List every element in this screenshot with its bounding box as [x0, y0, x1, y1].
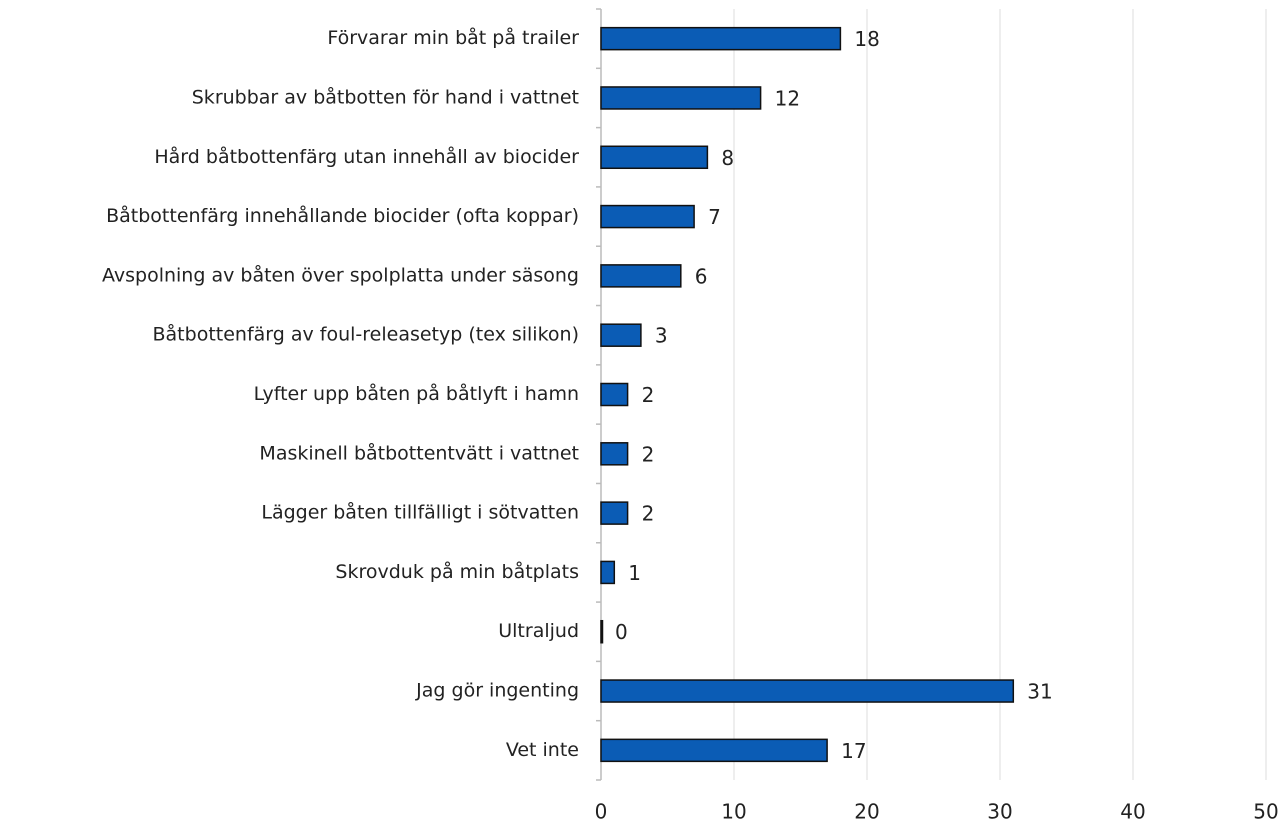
- y-tick-label: Lyfter upp båten på båtlyft i hamn: [254, 382, 579, 405]
- bar: [600, 323, 642, 347]
- y-tick-label: Båtbottenfärg av foul-releasetyp (tex si…: [153, 323, 580, 346]
- bar: [600, 145, 709, 170]
- bar: [600, 501, 629, 525]
- data-label: 7: [708, 205, 721, 229]
- data-label: 17: [841, 739, 866, 763]
- bar: [600, 26, 842, 51]
- x-tick-label: 40: [1120, 800, 1145, 824]
- data-label: 2: [642, 442, 655, 466]
- bar: [600, 204, 695, 229]
- y-tick-label: Hård båtbottenfärg utan innehåll av bioc…: [154, 145, 579, 168]
- x-tick-label: 0: [595, 800, 608, 824]
- data-label: 6: [695, 264, 708, 288]
- y-tick-label: Skrovduk på min båtplats: [335, 560, 579, 583]
- bar: [600, 619, 604, 644]
- y-tick-label: Vet inte: [506, 739, 579, 761]
- bar: [600, 86, 762, 110]
- y-tick-label: Förvarar min båt på trailer: [327, 26, 579, 49]
- bar: [600, 264, 682, 288]
- y-tick-label: Båtbottenfärg innehållande biocider (oft…: [106, 204, 579, 227]
- bar: [600, 442, 629, 466]
- data-label: 1: [628, 561, 641, 585]
- data-label: 31: [1027, 680, 1052, 704]
- data-label: 18: [854, 27, 879, 51]
- y-tick-label: Maskinell båtbottentvätt i vattnet: [259, 441, 579, 464]
- data-label: 2: [642, 502, 655, 526]
- bar: [600, 679, 1015, 703]
- y-tick-label: Lägger båten tillfälligt i sötvatten: [261, 501, 579, 524]
- data-label: 3: [655, 324, 668, 348]
- bar: [600, 560, 616, 585]
- x-tick-label: 50: [1253, 800, 1278, 824]
- x-tick-label: 20: [854, 800, 879, 824]
- data-label: 12: [775, 86, 800, 110]
- y-tick-label: Jag gör ingenting: [415, 680, 579, 702]
- data-label: 2: [642, 383, 655, 407]
- x-tick-label: 30: [987, 800, 1012, 824]
- bar: [600, 382, 629, 407]
- bar: [600, 738, 828, 763]
- y-tick-label: Avspolning av båten över spolplatta unde…: [102, 263, 579, 286]
- data-label: 0: [615, 620, 628, 644]
- y-tick-label: Ultraljud: [498, 620, 579, 642]
- y-tick-label: Skrubbar av båtbotten för hand i vattnet: [192, 85, 579, 108]
- data-label: 8: [721, 146, 734, 170]
- x-tick-label: 10: [721, 800, 746, 824]
